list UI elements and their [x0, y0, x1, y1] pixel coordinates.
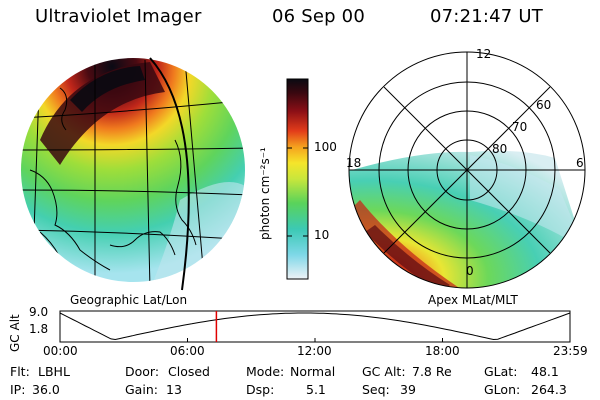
colorbar-tick-100: 100	[314, 140, 337, 154]
door-value: Closed	[168, 364, 210, 379]
seq-value: 39	[400, 382, 416, 397]
gcalt-value: 7.8 Re	[412, 364, 452, 379]
mlt-label-18: 18	[346, 156, 362, 170]
dsp-value: 5.1	[306, 382, 326, 397]
mode-label: Mode:	[246, 364, 285, 379]
mlt-label-12: 12	[476, 47, 492, 61]
glat-value: 48.1	[531, 364, 559, 379]
time-tick-4: 23:59	[553, 344, 588, 358]
altitude-tick-max: 9.0	[29, 305, 49, 319]
instrument-title: Ultraviolet Imager	[35, 6, 202, 27]
colorbar	[286, 78, 309, 280]
mlat-label-80: 80	[492, 142, 508, 156]
gain-value: 13	[166, 382, 182, 397]
mode-value: Normal	[290, 364, 336, 379]
door-label: Door:	[125, 364, 160, 379]
mlat-label-70: 70	[512, 120, 528, 134]
dsp-label: Dsp:	[246, 382, 275, 397]
geographic-image	[21, 57, 245, 291]
ip-value: 36.0	[32, 382, 60, 397]
altitude-axis-label: GC Alt	[8, 314, 22, 352]
colorbar-unit-label: photon cm⁻²s⁻¹	[258, 147, 272, 240]
flt-label: Flt:	[10, 364, 30, 379]
glat-label: GLat:	[484, 364, 518, 379]
colorbar-tick-10: 10	[314, 228, 330, 242]
glon-label: GLon:	[484, 382, 521, 397]
mlt-label-6: 6	[576, 156, 584, 170]
mlat-label-60: 60	[536, 98, 552, 112]
time-tick-2: 12:00	[297, 344, 332, 358]
time-tick-0: 00:00	[43, 344, 78, 358]
time-label: 07:21:47 UT	[430, 6, 543, 27]
time-tick-1: 06:00	[170, 344, 205, 358]
geographic-panel-label: Geographic Lat/Lon	[70, 293, 188, 307]
gcalt-label: GC Alt:	[362, 364, 406, 379]
glon-value: 264.3	[531, 382, 567, 397]
polar-image	[348, 51, 586, 289]
date-label: 06 Sep 00	[272, 6, 365, 27]
altitude-tick-min: 1.8	[29, 322, 49, 336]
altitude-plot	[59, 310, 571, 343]
polar-panel-label: Apex MLat/MLT	[428, 293, 518, 307]
flt-value: LBHL	[38, 364, 70, 379]
gain-label: Gain:	[125, 382, 158, 397]
mlt-label-0: 0	[466, 264, 474, 278]
time-tick-3: 18:00	[425, 344, 460, 358]
ip-label: IP:	[10, 382, 26, 397]
seq-label: Seq:	[362, 382, 390, 397]
